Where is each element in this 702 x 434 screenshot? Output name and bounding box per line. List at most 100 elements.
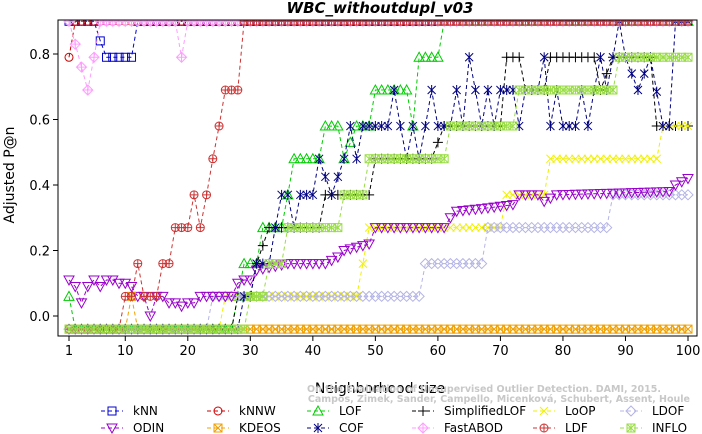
point-loop-53	[389, 223, 399, 232]
x-tick-label: 70	[492, 344, 509, 359]
point-cof-44	[333, 171, 343, 182]
point-loop-87	[602, 154, 612, 164]
point-odin-45	[338, 246, 350, 257]
point-loop-73	[514, 190, 524, 200]
point-loop-62	[446, 223, 455, 232]
point-cof-93	[639, 68, 649, 79]
point-ldf-28	[233, 85, 243, 95]
point-inflo-100	[683, 52, 693, 62]
legend-item-knn: kNN	[101, 404, 158, 418]
point-cof-54	[396, 121, 405, 132]
point-lof-1	[63, 290, 75, 301]
point-cof-86	[596, 52, 605, 63]
point-loop-91	[627, 154, 637, 164]
point-cof-52	[383, 121, 393, 132]
point-loop-63	[452, 223, 462, 232]
credit-line-1: Campos, Zimek, Sander, Campello, Micenko…	[308, 394, 690, 405]
point-odin-74	[519, 190, 532, 201]
legend-label-loop: LoOP	[565, 404, 596, 418]
point-ldf-24	[208, 154, 218, 164]
point-odin-1	[63, 275, 75, 287]
point-ldf-11	[127, 291, 137, 301]
point-odin-63	[450, 206, 463, 218]
point-cof-42	[321, 171, 330, 182]
point-odin-2	[69, 282, 82, 293]
point-ldf-25	[214, 121, 224, 131]
point-cof-97	[664, 121, 674, 132]
point-ldof-57	[413, 290, 425, 303]
legend-marker-loop	[539, 406, 549, 416]
point-ldof-100	[682, 189, 694, 201]
point-odin-14	[144, 311, 157, 323]
point-loop-85	[589, 154, 599, 164]
x-tick-label: 1	[65, 344, 73, 359]
point-odin-66	[469, 204, 482, 216]
point-odin-71	[500, 200, 513, 212]
point-lof-29	[238, 257, 250, 269]
point-simplifiedlof-73	[514, 52, 525, 63]
point-inflo-88	[608, 85, 618, 95]
point-odin-78	[544, 193, 557, 205]
point-kdeos-100	[683, 324, 693, 334]
legend-marker-cof	[313, 423, 323, 433]
point-cof-35	[277, 189, 286, 200]
point-lof-38	[294, 152, 307, 164]
legend-marker-knnw	[213, 406, 223, 416]
point-odin-38	[294, 259, 307, 270]
legend-label-inflo: INFLO	[652, 421, 687, 434]
point-cof-43	[327, 189, 336, 200]
point-fastabod-5	[88, 51, 100, 63]
point-odin-52	[382, 223, 394, 234]
point-odin-96	[657, 187, 669, 198]
point-lof-50	[369, 83, 382, 95]
point-odin-17	[163, 298, 175, 309]
point-odin-5	[88, 275, 100, 287]
point-lof-52	[382, 83, 394, 95]
point-odin-44	[332, 252, 344, 264]
point-odin-99	[675, 177, 688, 188]
point-cof-96	[658, 121, 668, 132]
point-cof-49	[364, 121, 374, 132]
point-loop-56	[408, 223, 418, 232]
point-loop-64	[458, 223, 468, 232]
point-odin-4	[81, 282, 94, 293]
point-ldf-22	[195, 223, 205, 233]
legend-label-kdeos: KDEOS	[239, 421, 281, 434]
point-odin-65	[463, 205, 476, 216]
y-tick-label: 0.8	[29, 48, 50, 63]
point-loop-79	[552, 154, 562, 164]
plot-frame	[57, 19, 698, 337]
point-odin-53	[388, 223, 400, 234]
point-cof-84	[583, 121, 593, 132]
point-lof-57	[413, 51, 425, 62]
point-cof-34	[270, 222, 280, 233]
point-loop-95	[652, 154, 662, 164]
legend-label-simplifiedlof: SimplifiedLOF	[444, 404, 526, 418]
credit-line-2: On the Evaluation of Unsupervised Outlie…	[307, 384, 661, 395]
point-lof-37	[288, 152, 300, 164]
point-cof-46	[346, 121, 355, 132]
point-cof-36	[283, 189, 293, 200]
legend-label-knnw: kNNW	[239, 404, 276, 418]
point-odin-21	[188, 298, 200, 309]
point-cof-41	[314, 153, 324, 164]
point-odin-50	[369, 223, 382, 234]
point-odin-11	[125, 282, 138, 293]
point-odin-76	[532, 190, 544, 201]
point-odin-89	[613, 188, 626, 200]
point-odin-75	[525, 190, 538, 201]
plot-area	[63, 20, 694, 335]
y-tick-label: 0.2	[29, 245, 50, 260]
x-tick-label: 20	[180, 344, 197, 359]
point-odin-51	[375, 223, 388, 234]
legend-marker-lof	[312, 404, 324, 416]
legend-marker-ldf	[539, 423, 549, 433]
point-cof-47	[352, 153, 361, 164]
point-cof-80	[558, 121, 568, 132]
point-lof-60	[432, 51, 444, 62]
point-cof-78	[546, 121, 555, 132]
point-loop-83	[577, 154, 587, 164]
point-ldf-12	[133, 259, 143, 269]
point-odin-90	[619, 188, 632, 199]
